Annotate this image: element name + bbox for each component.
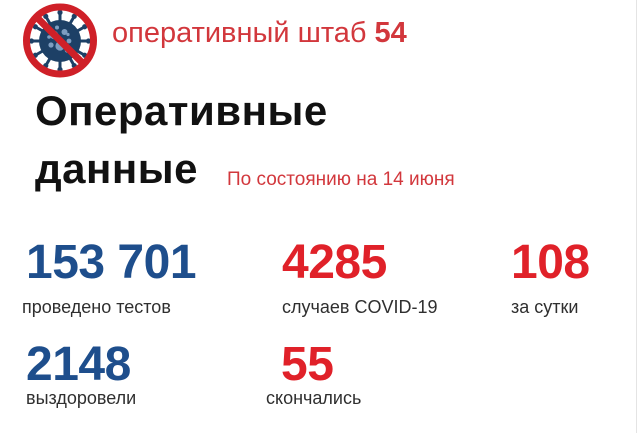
stat-deaths-label: скончались <box>266 388 362 408</box>
no-virus-icon <box>21 1 99 79</box>
stat-tests-number: 153 701 <box>26 236 197 289</box>
stat-tests-label: проведено тестов <box>22 297 171 317</box>
stat-deaths-number: 55 <box>281 338 334 391</box>
stat-recovered-number: 2148 <box>26 338 131 391</box>
stat-daily-label: за сутки <box>511 297 579 317</box>
page-title-line2: данные <box>35 145 198 192</box>
date-note: По состоянию на 14 июня <box>227 169 455 190</box>
page-title: Оперативные данные <box>35 82 328 198</box>
brand-number: 54 <box>374 17 407 49</box>
brand: оперативный штаб 54 <box>112 15 407 51</box>
brand-text: оперативный штаб <box>112 17 367 49</box>
stat-cases-number: 4285 <box>282 236 387 289</box>
stat-daily-number: 108 <box>511 236 590 289</box>
stat-cases-label: случаев COVID-19 <box>282 297 438 317</box>
stat-recovered-label: выздоровели <box>26 388 137 408</box>
page-title-line1: Оперативные <box>35 87 328 134</box>
